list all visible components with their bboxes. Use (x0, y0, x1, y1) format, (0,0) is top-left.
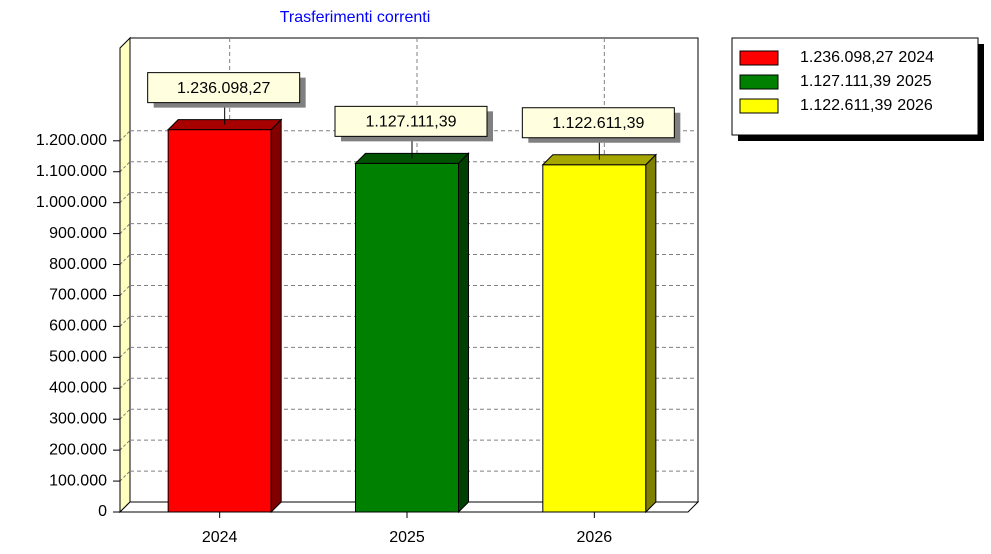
x-tick-label: 2026 (577, 529, 613, 546)
grid-line (119, 285, 131, 296)
legend-category: 2024 (898, 49, 934, 66)
y-tick-label: 0 (98, 503, 107, 520)
bar-side (270, 118, 282, 514)
y-tick-label: 700.000 (49, 287, 107, 304)
legend-swatch (739, 98, 779, 114)
grid-line (119, 439, 131, 451)
value-label: 1.122.611,39 (552, 115, 644, 132)
grid-line (119, 346, 131, 358)
grid-line (119, 130, 131, 142)
legend-swatch (739, 74, 779, 90)
legend-category: 2026 (897, 97, 933, 114)
bar-side (458, 152, 470, 514)
label-box (334, 105, 488, 137)
grid-line (119, 223, 131, 234)
value-label: 1.236.098,27 (177, 80, 271, 97)
label-box (147, 72, 301, 104)
legend-value: 1.122.611,39 (800, 97, 892, 114)
legend-label: 1.127.111,39 2025 (800, 73, 932, 90)
legend-value: 1.236.098,27 (800, 49, 894, 66)
y-tick-label: 800.000 (49, 256, 107, 273)
y-tick-label: 200.000 (49, 441, 107, 458)
bar (354, 162, 460, 513)
y-tick-label: 1.200.000 (36, 132, 107, 149)
bar (542, 164, 647, 513)
bar-side (645, 153, 657, 514)
legend-label: 1.236.098,27 2024 (800, 49, 934, 66)
y-tick-label: 900.000 (49, 225, 107, 242)
bar (167, 129, 272, 513)
grid-line (119, 192, 131, 204)
legend-category: 2025 (896, 73, 932, 90)
label-box (521, 107, 675, 139)
y-tick-label: 600.000 (49, 318, 107, 335)
legend-value: 1.127.111,39 (800, 73, 891, 90)
y-tick-label: 400.000 (49, 379, 107, 396)
y-tick-label: 500.000 (49, 349, 107, 366)
x-tick-label: 2024 (202, 529, 238, 546)
chart-title: Trasferimenti correnti (280, 9, 431, 26)
y-tick-label: 1.100.000 (36, 163, 107, 180)
legend-label: 1.122.611,39 2026 (800, 97, 933, 114)
value-label: 1.127.111,39 (365, 114, 456, 131)
y-tick-label: 1.000.000 (36, 194, 107, 211)
grid-line (119, 377, 131, 389)
grid-line (119, 161, 131, 173)
left-wall (119, 36, 131, 514)
grid-line (119, 408, 131, 420)
grid-line (119, 470, 131, 482)
legend-swatch (739, 50, 779, 66)
x-tick-label: 2025 (389, 529, 425, 546)
y-tick-label: 300.000 (49, 410, 107, 427)
grid-line (119, 254, 131, 265)
y-tick-label: 100.000 (49, 472, 107, 489)
grid-line (119, 316, 131, 327)
